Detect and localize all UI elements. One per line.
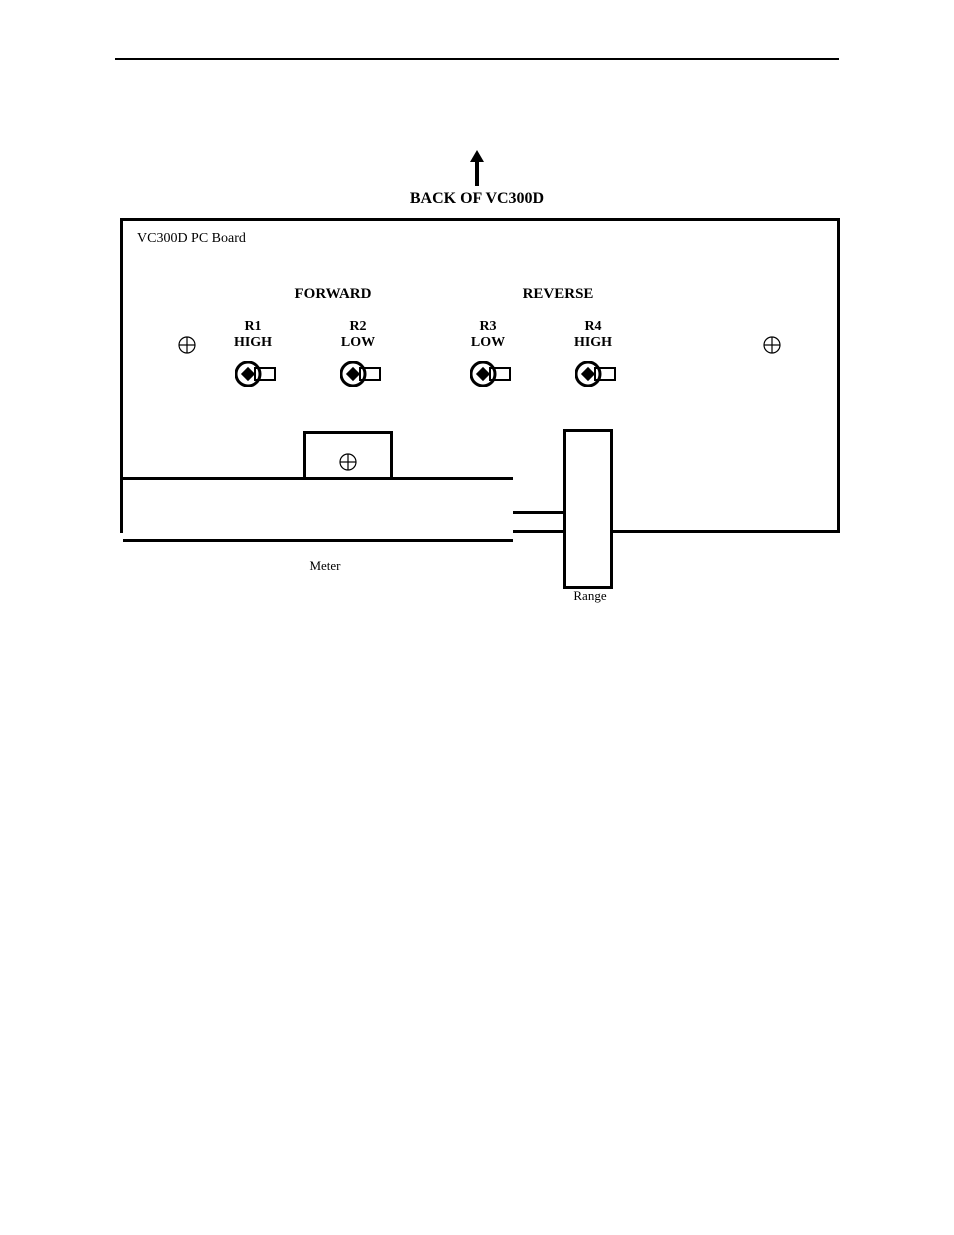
orientation-arrow [0,150,954,191]
screw-icon [763,336,781,354]
connector-line [513,511,563,514]
pot-id: R3 [479,319,496,334]
section-reverse: REVERSE [498,286,618,303]
pot-id: R2 [349,319,366,334]
potentiometer-icon [470,361,512,387]
potentiometer-icon [575,361,617,387]
section-forward: FORWARD [273,286,393,303]
pc-board: VC300D PC Board FORWARD REVERSE R1 HIGH [120,218,840,533]
page: BACK OF VC300D VC300D PC Board FORWARD R… [0,0,954,1235]
orientation-label: BACK OF VC300D [0,190,954,208]
pot-range: LOW [471,335,505,350]
screw-icon [178,336,196,354]
pot-range: LOW [341,335,375,350]
pot-label-r2: R2 LOW [328,319,388,351]
board-title: VC300D PC Board [137,231,246,247]
arrow-up-icon [468,150,486,186]
pot-label-r4: R4 HIGH [563,319,623,351]
screw-icon [339,453,357,471]
pot-id: R4 [584,319,601,334]
potentiometer-icon [235,361,277,387]
meter-label: Meter [295,558,355,574]
pot-label-r1: R1 HIGH [223,319,283,351]
pot-id: R1 [244,319,261,334]
header-rule [115,58,839,60]
range-label: Range [560,588,620,604]
pot-range: HIGH [234,335,272,350]
range-box [563,429,613,589]
potentiometer-icon [340,361,382,387]
pot-range: HIGH [574,335,612,350]
meter-box [123,477,513,542]
pot-label-r3: R3 LOW [458,319,518,351]
